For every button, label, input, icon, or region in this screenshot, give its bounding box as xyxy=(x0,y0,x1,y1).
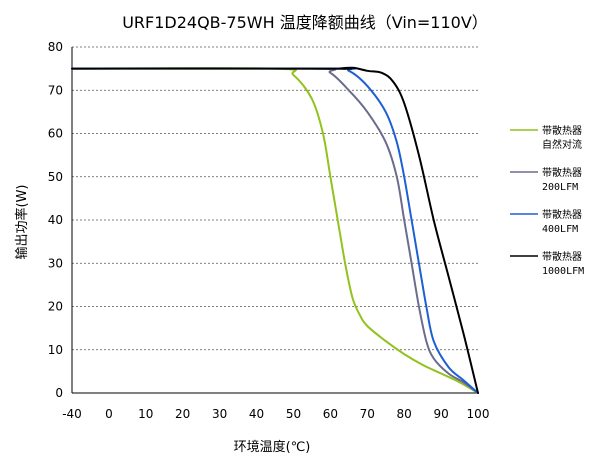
x-tick-label: 100 xyxy=(467,407,490,421)
axes xyxy=(71,47,478,394)
y-tick-label: 50 xyxy=(48,170,63,184)
x-tick-label: 0 xyxy=(105,407,113,421)
x-tick-label: 70 xyxy=(360,407,375,421)
x-tick-label: 10 xyxy=(138,407,153,421)
legend-entry-sublabel: 200LFM xyxy=(542,182,578,193)
legend-entry-label: 带散热器 xyxy=(542,124,582,137)
y-tick-label: 10 xyxy=(48,343,63,357)
x-tick-labels: -40 0 10 20 30 40 50 60 70 80 90 100 xyxy=(62,407,489,421)
series-line-3 xyxy=(71,67,479,394)
legend-entry-sublabel: 1000LFM xyxy=(542,266,584,277)
x-tick-label: -40 xyxy=(62,407,82,421)
x-tick-label: 50 xyxy=(286,407,301,421)
x-tick-label: 60 xyxy=(323,407,338,421)
y-tick-label: 30 xyxy=(48,256,63,270)
legend-entry-sublabel: 400LFM xyxy=(542,224,578,235)
y-tick-label: 20 xyxy=(48,300,63,314)
legend-entry-label: 带散热器 xyxy=(542,166,582,179)
grid-lines xyxy=(72,46,478,351)
x-tick-label: 20 xyxy=(175,407,190,421)
legend-entry-sublabel: 自然对流 xyxy=(542,138,582,151)
series-line-4 xyxy=(71,66,479,394)
y-tick-labels: 0 10 20 30 40 50 60 70 80 xyxy=(48,40,63,400)
y-tick-label: 0 xyxy=(55,386,63,400)
x-axis-label: 环境温度(℃) xyxy=(234,439,311,455)
y-axis-label: 输出功率(W) xyxy=(14,185,30,260)
x-tick-label: 90 xyxy=(433,407,448,421)
y-tick-label: 40 xyxy=(48,213,63,227)
legend-entry-label: 带散热器 xyxy=(542,250,582,263)
series-line-1 xyxy=(71,67,479,394)
legend-entry-label: 带散热器 xyxy=(542,208,582,221)
y-tick-label: 70 xyxy=(48,83,63,97)
y-tick-label: 60 xyxy=(48,127,63,141)
x-tick-label: 30 xyxy=(212,407,227,421)
series-line-2 xyxy=(71,67,479,394)
x-tick-label: 40 xyxy=(249,407,264,421)
chart-title: URF1D24QB-75WH 温度降额曲线（Vin=110V） xyxy=(122,13,488,32)
y-tick-label: 80 xyxy=(48,40,63,54)
series-lines xyxy=(71,66,479,394)
x-tick-label: 80 xyxy=(397,407,412,421)
